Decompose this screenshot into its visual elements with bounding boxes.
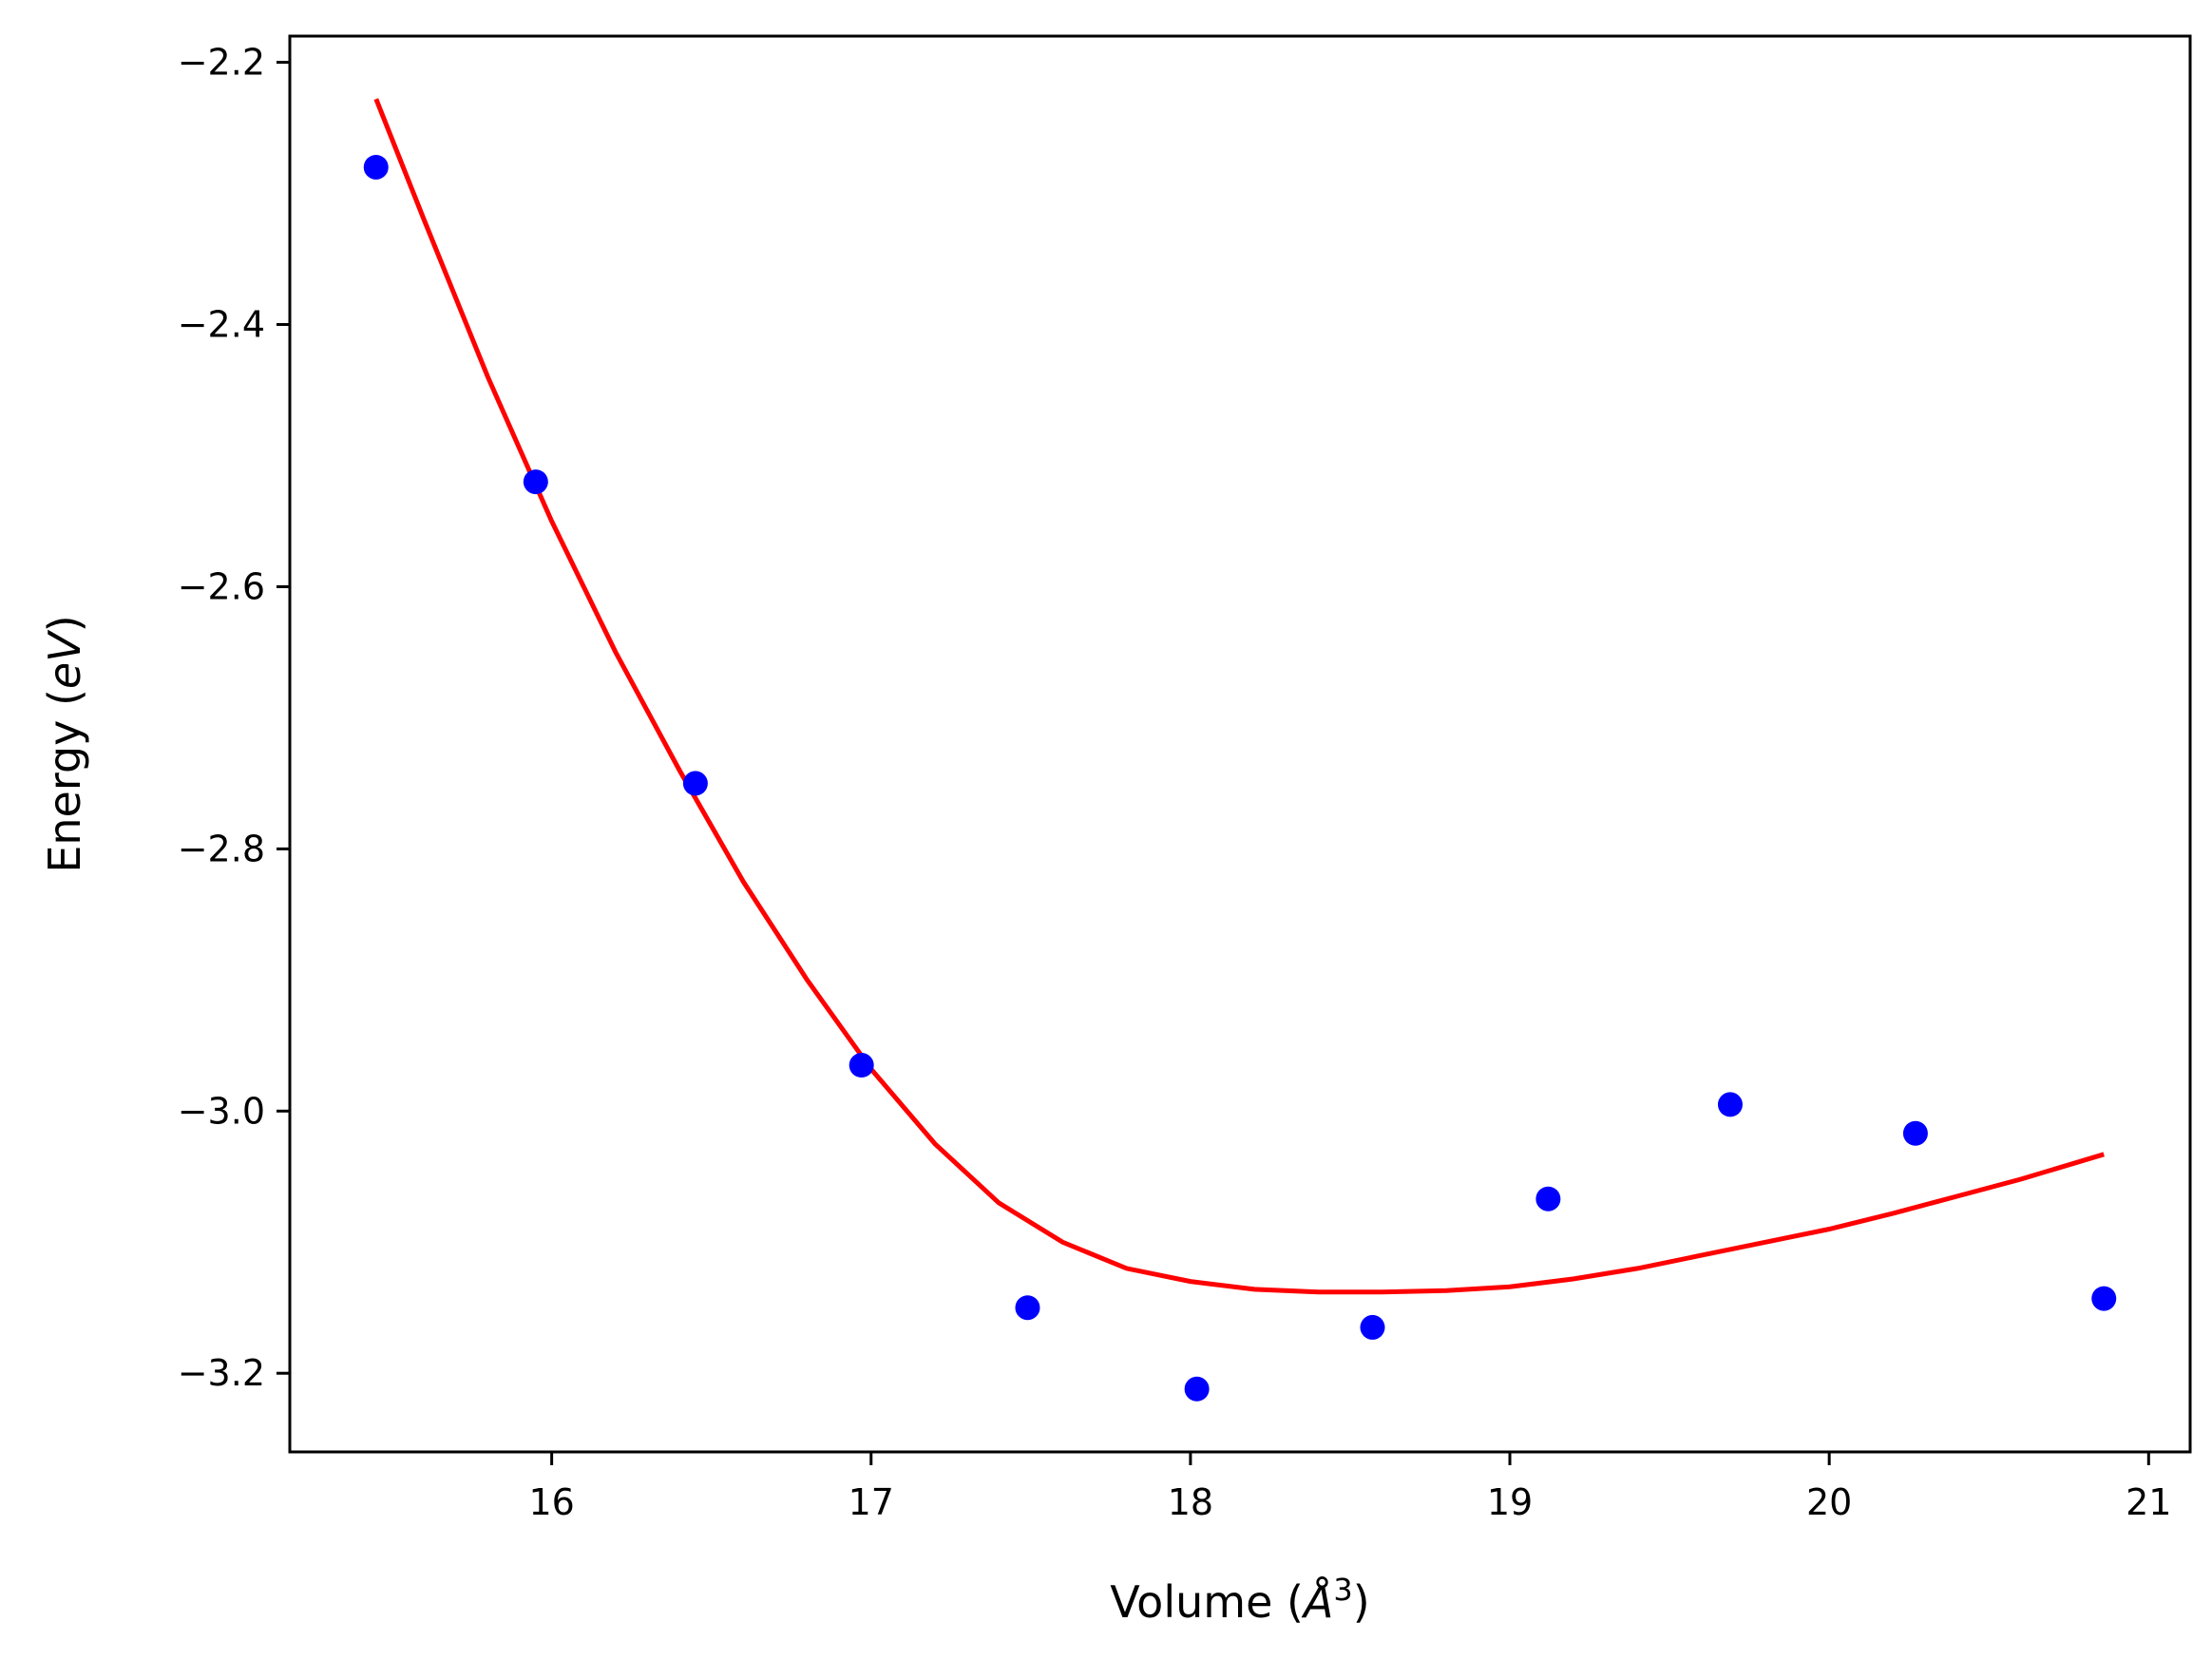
data-point	[1535, 1186, 1561, 1212]
x-axis-title-symbol: Å	[1301, 1576, 1333, 1628]
y-axis-title-main: Energy (	[39, 689, 90, 873]
y-tick-label: −2.6	[178, 565, 265, 607]
x-axis-title-close: )	[1353, 1576, 1370, 1628]
fit-curve-line	[373, 98, 2105, 1295]
y-tick-label: −3.2	[178, 1352, 265, 1394]
x-axis-title: Volume (Å3)	[1110, 1572, 1369, 1628]
y-axis-title-close: )	[39, 615, 90, 632]
x-tick-label: 17	[849, 1481, 894, 1523]
x-tick-label: 16	[528, 1481, 574, 1523]
data-point	[682, 771, 708, 796]
x-axis-title-main: Volume (	[1110, 1576, 1304, 1628]
y-tick-label: −2.4	[178, 304, 265, 346]
x-tick-label: 20	[1806, 1481, 1852, 1523]
plot-frame	[288, 34, 2192, 1454]
y-axis-title: Energy (eV)	[39, 615, 90, 872]
data-point	[1360, 1314, 1385, 1340]
data-point	[523, 469, 548, 495]
data-point	[849, 1053, 874, 1078]
x-tick-label: 18	[1168, 1481, 1213, 1523]
x-axis-title-superscript: 3	[1333, 1572, 1352, 1608]
data-point	[1717, 1092, 1743, 1117]
data-point	[2091, 1286, 2117, 1311]
x-axis-ticks: 16 17 18 19 20 21	[528, 1452, 2171, 1523]
y-axis-title-unit: eV	[39, 629, 90, 689]
data-point	[1184, 1376, 1210, 1402]
y-tick-label: −2.2	[178, 42, 265, 84]
plot-content	[363, 98, 2117, 1402]
data-point	[1015, 1295, 1040, 1321]
y-axis-ticks: −2.2 −2.4 −2.6 −2.8 −3.0 −3.2	[178, 42, 290, 1394]
data-point	[363, 154, 389, 180]
x-tick-label: 21	[2126, 1481, 2171, 1523]
x-tick-label: 19	[1487, 1481, 1533, 1523]
y-tick-label: −2.8	[178, 828, 265, 869]
data-point	[1902, 1120, 1928, 1146]
y-tick-label: −3.0	[178, 1090, 265, 1132]
